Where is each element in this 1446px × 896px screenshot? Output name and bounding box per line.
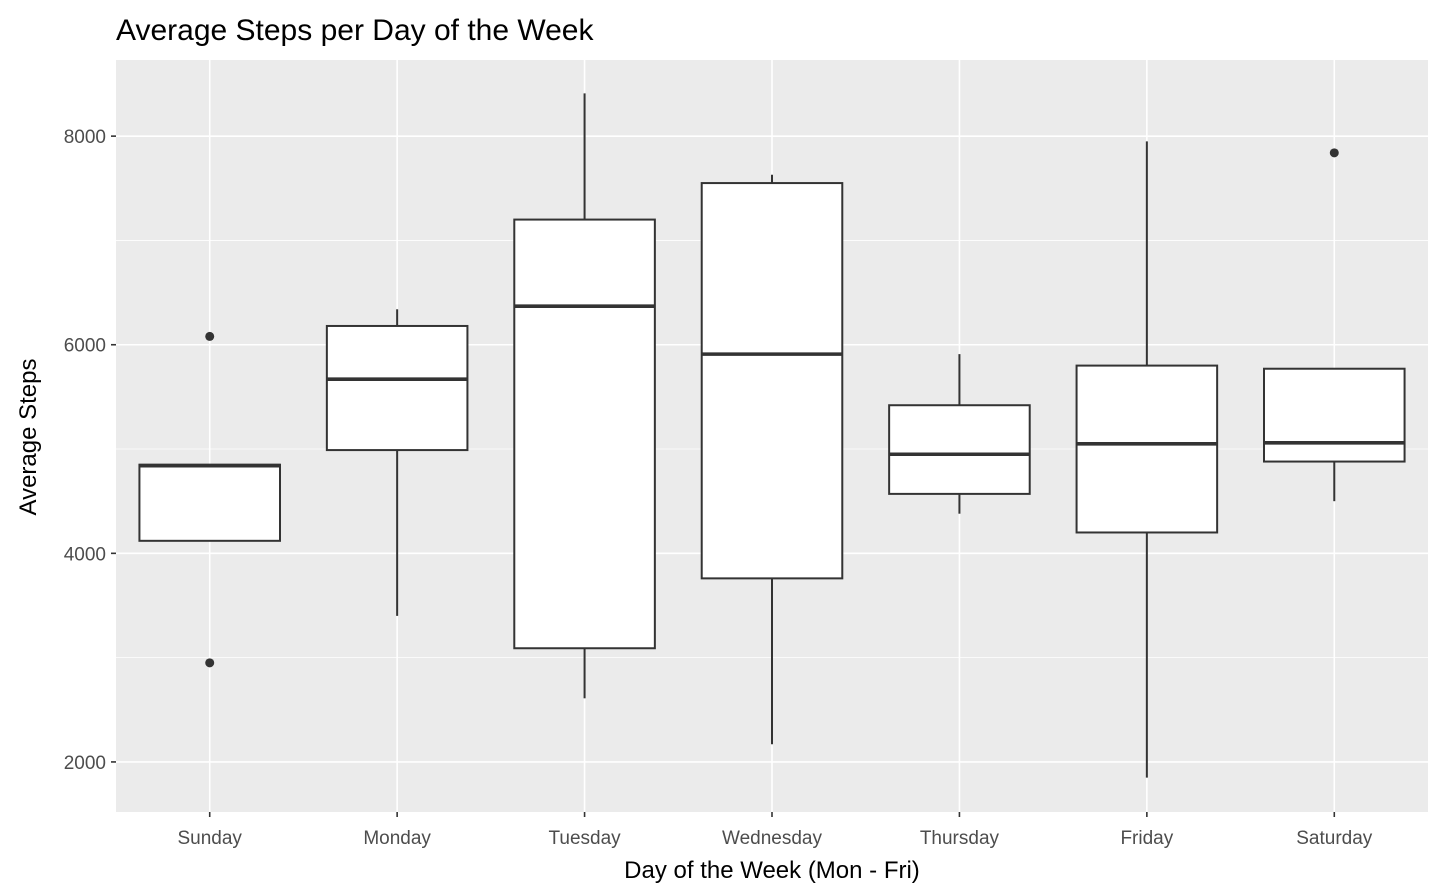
box-sunday xyxy=(138,463,281,542)
plot-area: 2000 4000 6000 8000 Sunday Monday Tuesday Wedne… xyxy=(64,60,1428,849)
x-tick-label: Thursday xyxy=(920,828,1000,849)
outlier-sunday xyxy=(205,331,215,341)
box-wednesday xyxy=(700,182,844,580)
box-friday xyxy=(1075,364,1219,534)
y-tick-label: 8000 xyxy=(64,127,106,148)
y-tick-label: 4000 xyxy=(64,544,106,565)
x-tick-label: Friday xyxy=(1120,828,1173,849)
x-tick-label: Monday xyxy=(363,828,431,849)
y-axis-title: Average Steps xyxy=(15,359,42,516)
box-monday xyxy=(325,324,469,452)
box-thursday xyxy=(888,404,1031,495)
chart-title: Average Steps per Day of the Week xyxy=(116,14,594,47)
y-tick-label: 6000 xyxy=(64,336,106,357)
x-tick-label: Tuesday xyxy=(548,828,621,849)
x-tick-label: Wednesday xyxy=(722,828,822,849)
outlier-sunday xyxy=(205,658,215,668)
x-tick-label: Saturday xyxy=(1296,828,1373,849)
x-axis-title: Day of the Week (Mon - Fri) xyxy=(624,857,920,884)
x-tick-label: Sunday xyxy=(177,828,242,849)
box-tuesday xyxy=(513,218,656,650)
y-tick-label: 2000 xyxy=(64,753,106,774)
box-saturday xyxy=(1263,367,1406,463)
outlier-saturday xyxy=(1329,148,1339,158)
